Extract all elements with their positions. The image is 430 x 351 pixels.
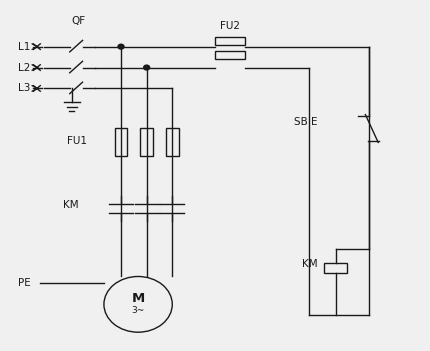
Text: KM: KM — [63, 200, 78, 210]
Text: PE: PE — [18, 278, 31, 289]
Bar — [115, 128, 127, 156]
Text: 3~: 3~ — [132, 306, 145, 315]
Text: FU1: FU1 — [67, 136, 87, 146]
Text: KM: KM — [302, 259, 317, 269]
Text: QF: QF — [71, 16, 85, 26]
Text: SB E: SB E — [294, 117, 317, 126]
Bar — [215, 37, 245, 45]
Circle shape — [118, 44, 124, 49]
Text: M: M — [132, 292, 145, 305]
Text: L2: L2 — [18, 62, 31, 73]
Bar — [140, 128, 153, 156]
Bar — [215, 51, 245, 59]
Text: L3: L3 — [18, 84, 31, 93]
Text: L1: L1 — [18, 42, 31, 52]
Bar — [324, 263, 347, 273]
Circle shape — [144, 65, 150, 70]
Bar — [166, 128, 179, 156]
Text: FU2: FU2 — [220, 21, 240, 31]
